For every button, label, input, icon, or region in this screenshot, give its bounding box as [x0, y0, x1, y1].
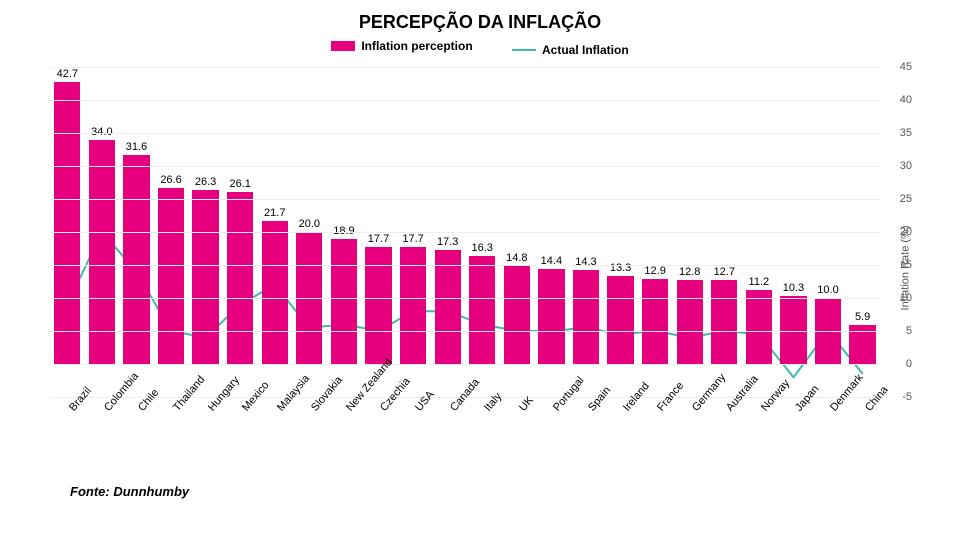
bar: [54, 82, 80, 364]
bar: [538, 269, 564, 364]
bar-value-label: 12.8: [679, 266, 700, 278]
y-tick-label: 0: [906, 358, 912, 370]
bar-value-label: 17.7: [368, 233, 389, 245]
y-tick-label: -5: [902, 391, 912, 403]
gridline: [50, 67, 880, 68]
y-tick-label: 25: [900, 193, 912, 205]
gridline: [50, 232, 880, 233]
bar-value-label: 16.3: [472, 242, 493, 254]
bar: [435, 250, 461, 364]
legend-item-line: Actual Inflation: [512, 43, 629, 57]
line-swatch-icon: [512, 49, 536, 51]
legend-bar-label: Inflation perception: [361, 39, 472, 53]
bar-value-label: 26.1: [229, 178, 250, 190]
chart-area: Inflation Rate (%) 42.734.031.626.626.32…: [40, 67, 920, 468]
x-tick-label: UK: [517, 394, 536, 413]
gridline: [50, 298, 880, 299]
bar-value-label: 17.3: [437, 236, 458, 248]
bar-value-label: 10.3: [783, 282, 804, 294]
bar-value-label: 12.9: [644, 265, 665, 277]
y-tick-label: 35: [900, 127, 912, 139]
chart-legend: Inflation perception Actual Inflation: [0, 39, 960, 57]
gridline: [50, 100, 880, 101]
bar: [504, 266, 530, 364]
bar: [607, 276, 633, 364]
bar: [711, 280, 737, 364]
x-axis-labels: BrazilColombiaChileThailandHungaryMexico…: [50, 398, 880, 468]
y-tick-label: 40: [900, 94, 912, 106]
gridline: [50, 265, 880, 266]
bar-value-label: 14.8: [506, 252, 527, 264]
bar-value-label: 17.7: [402, 233, 423, 245]
bar-value-label: 12.7: [714, 266, 735, 278]
bar: [331, 239, 357, 364]
bar-value-label: 5.9: [855, 311, 870, 323]
bar-value-label: 11.2: [749, 276, 770, 288]
y-tick-label: 45: [900, 61, 912, 73]
legend-item-bar: Inflation perception: [331, 39, 472, 53]
y-tick-label: 30: [900, 160, 912, 172]
source-citation: Fonte: Dunnhumby: [70, 484, 960, 499]
bar: [158, 188, 184, 364]
gridline: [50, 199, 880, 200]
bar: [227, 192, 253, 364]
bar-value-label: 20.0: [299, 218, 320, 230]
bar: [677, 280, 703, 364]
bar-value-label: 21.7: [264, 207, 285, 219]
y-tick-label: 20: [900, 226, 912, 238]
plot-region: 42.734.031.626.626.326.121.720.018.917.7…: [50, 67, 880, 398]
bar-value-label: 42.7: [57, 68, 78, 80]
bar: [192, 190, 218, 364]
bar-value-label: 31.6: [126, 141, 147, 153]
y-tick-label: 15: [900, 259, 912, 271]
gridline: [50, 166, 880, 167]
bar-swatch-icon: [331, 41, 355, 51]
legend-line-label: Actual Inflation: [542, 43, 629, 57]
bar: [123, 155, 149, 364]
y-tick-label: 5: [906, 325, 912, 337]
gridline: [50, 364, 880, 365]
bar: [262, 221, 288, 364]
chart-title: PERCEPÇÃO DA INFLAÇÃO: [0, 12, 960, 33]
y-tick-label: 10: [900, 292, 912, 304]
bar: [469, 256, 495, 364]
bar-value-label: 34.0: [91, 126, 112, 138]
bar: [746, 290, 772, 364]
bar: [573, 270, 599, 364]
gridline: [50, 331, 880, 332]
bar: [642, 279, 668, 364]
bar-value-label: 26.3: [195, 176, 216, 188]
bar-value-label: 26.6: [160, 174, 181, 186]
gridline: [50, 133, 880, 134]
bar-value-label: 10.0: [817, 284, 838, 296]
